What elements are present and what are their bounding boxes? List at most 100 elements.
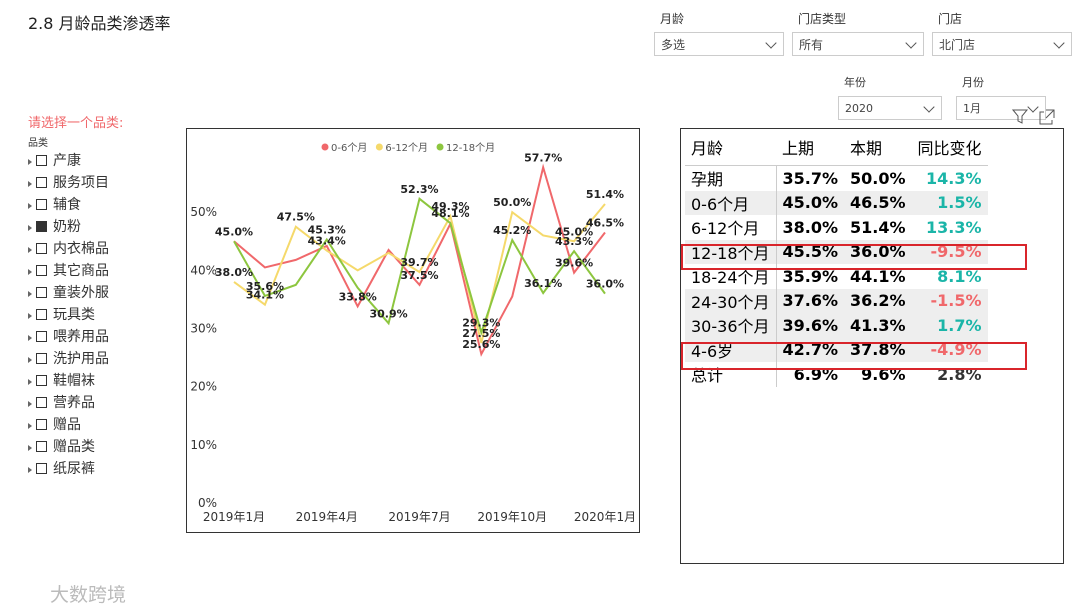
expand-arrow [28,445,32,451]
category-label: 赠品类 [53,439,95,455]
checkbox[interactable] [36,265,47,276]
data-label: 36.0% [586,278,624,291]
checkbox[interactable] [36,155,47,166]
table-cell: 4-6岁 [691,341,734,361]
category-label: 玩具类 [53,307,95,323]
category-item[interactable]: 洗护用品 [28,348,109,370]
category-label: 洗护用品 [53,351,109,367]
table-row: 30-36个月 39.6% 41.3% 1.7% [685,313,988,338]
checkbox[interactable] [36,243,47,254]
data-label: 33.8% [339,290,377,303]
data-label: 27.5% [462,327,500,340]
category-list: 产康 服务项目 辅食 奶粉 内衣棉品其它商品童装外服玩具类喂养用品洗护用品鞋帽袜 营养品赠… [28,150,109,480]
category-item[interactable]: 产康 [28,150,109,172]
filter-label: 年份 [844,76,866,89]
data-label: 49.3% [431,200,469,213]
checkbox[interactable] [36,199,47,210]
chart-frame: 0% 10% 20% 30% 40% 50% 2019年1月 2019年4月 2019年7月 20… [186,128,640,533]
checkbox[interactable] [36,397,47,408]
checkbox[interactable] [36,309,47,320]
data-label: 50.0% [493,196,531,209]
data-label: 25.6% [462,338,500,351]
data-label: 30.9% [369,307,407,320]
filter-icon[interactable] [1012,109,1029,124]
checkbox[interactable] [36,463,47,474]
category-item[interactable]: 喂养用品 [28,326,109,348]
table-cell: 39.6% [775,313,845,338]
table-cell: 8.1% [937,266,982,286]
category-item[interactable]: 辅食 [28,194,109,216]
category-item[interactable]: 玩具类 [28,304,109,326]
y-tick-label: 30% [190,322,217,336]
category-item[interactable]: 纸尿裤 [28,458,109,480]
toolbar-icons[interactable] [1012,108,1062,126]
expand-arrow [28,203,32,209]
category-item[interactable]: 奶粉 [28,216,109,238]
data-label: 57.7% [524,151,562,164]
category-item[interactable]: 服务项目 [28,172,109,194]
checkbox[interactable] [36,221,47,232]
table-cell: 36.2% [850,291,906,311]
table-cell: 30-36个月 [691,317,770,337]
expand-icon[interactable] [1039,109,1055,125]
table-cell: 6-12个月 [691,219,760,239]
x-tick-label: 2019年10月 [477,510,547,524]
checkbox[interactable] [36,419,47,430]
category-item[interactable]: 其它商品 [28,260,109,282]
category-item[interactable]: 童装外服 [28,282,109,304]
category-label: 其它商品 [53,263,109,279]
category-item[interactable]: 赠品类 [28,436,109,458]
category-item[interactable]: 内衣棉品 [28,238,109,260]
series-line [233,197,606,336]
expand-arrow [28,379,32,385]
table-cell: -4.9% [930,340,982,360]
x-tick-label: 2019年4月 [296,510,358,524]
table-cell: 37.6% [775,288,845,313]
table-cell: 38.0% [775,215,845,240]
category-label: 童装外服 [53,285,109,301]
table-row: 12-18个月 45.5% 36.0% -9.5% [685,239,988,264]
filter-label: 门店类型 [798,12,847,26]
checkbox[interactable] [36,353,47,364]
data-label: 29.3% [462,317,500,330]
data-label: 45.2% [493,224,531,237]
checkbox[interactable] [36,331,47,342]
checkbox[interactable] [36,177,47,188]
data-label: 39.7% [400,256,438,269]
table-row: 4-6岁 42.7% 37.8% -4.9% [685,337,988,362]
page-title: 2.8 月龄品类渗透率 [28,14,171,33]
category-label: 纸尿裤 [53,461,95,477]
category-item[interactable]: 鞋帽袜 [28,370,109,392]
filter-dropdown[interactable]: 2020 [838,96,942,120]
expand-arrow [28,357,32,363]
checkbox[interactable] [36,441,47,452]
data-label: 48.1% [431,207,469,220]
table-cell: 50.0% [850,168,906,188]
table-row: 孕期 35.7% 50.0% 14.3% [685,165,988,191]
data-label: 37.5% [400,269,438,282]
filter-dropdown[interactable]: 北门店 [932,32,1072,56]
checkbox[interactable] [36,375,47,386]
category-item[interactable]: 赠品 [28,414,109,436]
x-tick-label: 2019年1月 [203,510,265,524]
filter-label: 月龄 [660,12,685,26]
category-item[interactable]: 营养品 [28,392,109,414]
header-cell: 本期 [844,129,912,166]
expand-arrow [28,181,32,187]
table-cell: 35.7% [775,165,845,191]
data-label: 34.1% [246,289,284,302]
table-cell: 46.5% [850,193,906,213]
expand-arrow [28,401,32,407]
filter-dropdown[interactable]: 所有 [792,32,924,56]
table-cell: -1.5% [930,291,982,311]
data-label: 47.5% [277,211,315,224]
filter-dropdown[interactable]: 1月 [956,96,1046,120]
category-label: 赠品 [53,417,81,433]
checkbox[interactable] [36,287,47,298]
legend-marker [375,143,383,151]
expand-arrow [28,335,32,341]
table-cell: 51.4% [850,217,906,237]
data-label: 36.1% [524,277,562,290]
filter-dropdown[interactable]: 多选 [654,32,784,56]
